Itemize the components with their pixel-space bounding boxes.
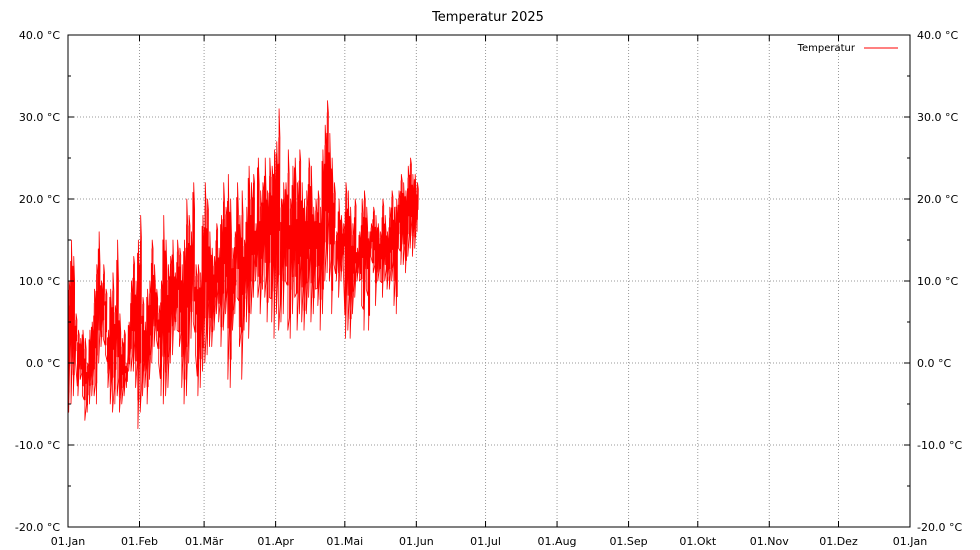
y-tick-label-left: 40.0 °C [19, 29, 60, 42]
y-tick-label-left: -20.0 °C [15, 521, 60, 534]
chart-title: Temperatur 2025 [431, 10, 544, 25]
x-tick-label: 01.Jul [470, 535, 501, 548]
y-tick-label-left: 20.0 °C [19, 193, 60, 206]
x-tick-label: 01.Dez [819, 535, 858, 548]
y-tick-label-right: -10.0 °C [917, 439, 962, 452]
x-tick-label: 01.Jun [399, 535, 434, 548]
series-layer [67, 100, 419, 430]
temperature-line [67, 100, 419, 430]
x-tick-label: 01.Jan [51, 535, 85, 548]
x-tick-label: 01.Sep [609, 535, 647, 548]
x-tick-label: 01.Nov [750, 535, 789, 548]
x-tick-label: 01.Apr [257, 535, 294, 548]
y-tick-label-left: -10.0 °C [15, 439, 60, 452]
y-tick-label-left: 10.0 °C [19, 275, 60, 288]
legend: Temperatur [797, 43, 898, 54]
x-tick-label: 01.Mär [185, 535, 224, 548]
y-tick-label-right: 40.0 °C [917, 29, 958, 42]
y-tick-label-right: -20.0 °C [917, 521, 962, 534]
axis-layer: -20.0 °C -20.0 °C -10.0 °C -10.0 °C 0.0 °C 0.… [15, 29, 963, 548]
y-tick-label-right: 20.0 °C [917, 193, 958, 206]
x-tick-label: 01.Feb [121, 535, 158, 548]
plot-border [67, 34, 911, 528]
y-tick-label-right: 0.0 °C [917, 357, 951, 370]
y-tick-label-right: 30.0 °C [917, 111, 958, 124]
x-tick-label: 01.Mai [326, 535, 363, 548]
y-tick-label-left: 30.0 °C [19, 111, 60, 124]
x-tick-label: 01.Jan [893, 535, 927, 548]
y-tick-label-left: 0.0 °C [26, 357, 60, 370]
legend-label: Temperatur [797, 43, 856, 54]
y-tick-label-right: 10.0 °C [917, 275, 958, 288]
x-tick-label: 01.Okt [679, 535, 717, 548]
x-tick-label: 01.Aug [538, 535, 577, 548]
